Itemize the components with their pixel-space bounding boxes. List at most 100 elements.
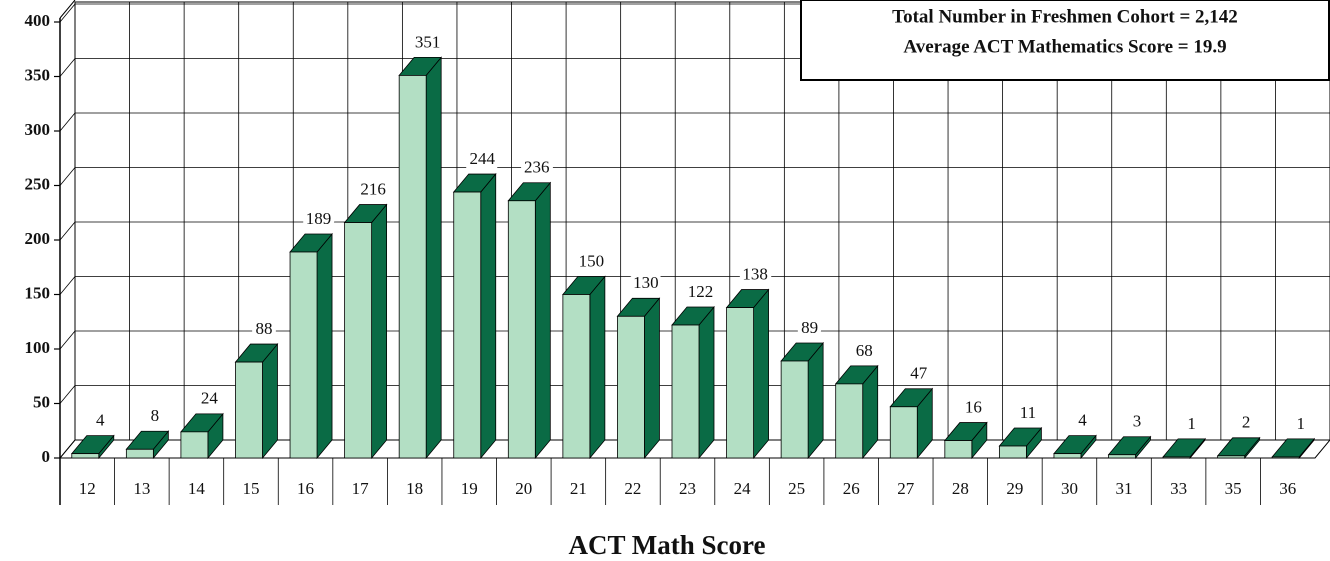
y-tick-label: 300 <box>25 120 51 139</box>
x-tick-label: 12 <box>79 479 96 498</box>
value-label: 150 <box>579 251 605 270</box>
bar-side <box>807 341 824 460</box>
bar <box>453 191 482 459</box>
tick-depth <box>59 439 76 459</box>
bar <box>1271 456 1300 459</box>
bar <box>71 453 100 459</box>
bar-side <box>644 297 660 460</box>
x-tick-label: 33 <box>1170 479 1187 498</box>
tick-depth <box>59 330 76 350</box>
bar <box>289 251 318 459</box>
value-label: 1 <box>1187 414 1196 433</box>
value-label: 2 <box>1242 413 1251 432</box>
value-label: 244 <box>469 149 495 168</box>
x-tick-label: 19 <box>461 479 478 498</box>
annotation: Average ACT Mathematics Score = 19.9 <box>903 36 1226 57</box>
x-tick-label: 17 <box>352 479 370 498</box>
value-label: 130 <box>633 273 659 292</box>
x-tick-label: 20 <box>515 479 532 498</box>
tick-depth <box>59 276 76 295</box>
tick-depth <box>59 112 76 132</box>
x-tick-label: 14 <box>188 479 206 498</box>
value-label: 88 <box>255 319 272 338</box>
y-tick-label: 200 <box>25 229 51 248</box>
y-tick-label: 150 <box>25 283 51 302</box>
bar <box>235 361 263 459</box>
value-label: 351 <box>415 32 441 51</box>
x-tick-label: 28 <box>952 479 969 498</box>
y-tick-label: 350 <box>25 65 51 84</box>
bar <box>726 307 754 459</box>
x-tick-label: 25 <box>788 479 805 498</box>
x-tick-label: 15 <box>242 479 259 498</box>
tick-depth <box>59 58 76 77</box>
x-tick-label: 36 <box>1279 479 1296 498</box>
tick-depth <box>59 385 76 404</box>
value-label: 8 <box>151 406 160 425</box>
y-tick-label: 400 <box>25 11 51 30</box>
bar-side <box>698 305 715 460</box>
x-axis-label: ACT Math Score <box>569 530 766 560</box>
value-label: 16 <box>965 397 982 416</box>
bar-side <box>753 288 769 460</box>
bar-side <box>425 56 442 460</box>
bar <box>780 360 809 459</box>
x-tick-label: 30 <box>1061 479 1078 498</box>
x-tick-label: 24 <box>734 479 752 498</box>
bar <box>1217 455 1246 459</box>
bar <box>398 75 427 459</box>
annotation-box <box>800 0 1330 81</box>
bar-side <box>480 172 497 460</box>
tick-depth <box>59 3 76 23</box>
bar <box>1108 454 1136 459</box>
x-tick-label: 22 <box>624 479 641 498</box>
x-tick-label: 27 <box>897 479 915 498</box>
bar-side <box>589 275 606 460</box>
value-label: 24 <box>201 389 219 408</box>
bar-side <box>262 342 278 460</box>
x-tick-label: 23 <box>679 479 696 498</box>
bar <box>507 200 536 459</box>
bar <box>835 383 864 459</box>
value-label: 89 <box>801 318 818 337</box>
value-label: 1 <box>1296 414 1305 433</box>
value-label: 3 <box>1133 412 1142 431</box>
bar <box>562 294 591 459</box>
x-tick-label: 31 <box>1116 479 1133 498</box>
tick-depth <box>59 221 76 241</box>
x-tick-label: 29 <box>1006 479 1023 498</box>
x-tick-label: 18 <box>406 479 423 498</box>
bar <box>344 222 373 459</box>
bar <box>1053 453 1082 459</box>
tick-depth <box>59 167 76 186</box>
value-label: 122 <box>688 282 714 301</box>
value-label: 4 <box>1078 411 1087 430</box>
bar <box>671 324 700 459</box>
value-label: 236 <box>524 158 550 177</box>
x-tick-label: 26 <box>843 479 860 498</box>
y-tick-label: 100 <box>25 338 51 357</box>
value-label: 216 <box>360 179 386 198</box>
y-tick-label: 50 <box>33 392 50 411</box>
value-label: 47 <box>910 364 928 383</box>
bar <box>617 315 645 459</box>
value-label: 4 <box>96 411 105 430</box>
annotation: Total Number in Freshmen Cohort = 2,142 <box>892 6 1238 27</box>
x-tick-label: 13 <box>133 479 150 498</box>
value-label: 11 <box>1020 403 1036 422</box>
x-tick-label: 16 <box>297 479 314 498</box>
bar <box>998 445 1027 459</box>
x-tick-label: 21 <box>570 479 587 498</box>
value-label: 138 <box>742 264 768 283</box>
y-tick-label: 0 <box>42 447 51 466</box>
bar <box>944 440 973 459</box>
bar-side <box>371 203 388 460</box>
value-label: 189 <box>306 209 332 228</box>
bar <box>1162 456 1191 459</box>
x-tick-label: 35 <box>1225 479 1242 498</box>
value-label: 68 <box>856 341 873 360</box>
bar <box>889 406 918 459</box>
axis-depth <box>59 0 76 19</box>
bar <box>125 448 154 459</box>
